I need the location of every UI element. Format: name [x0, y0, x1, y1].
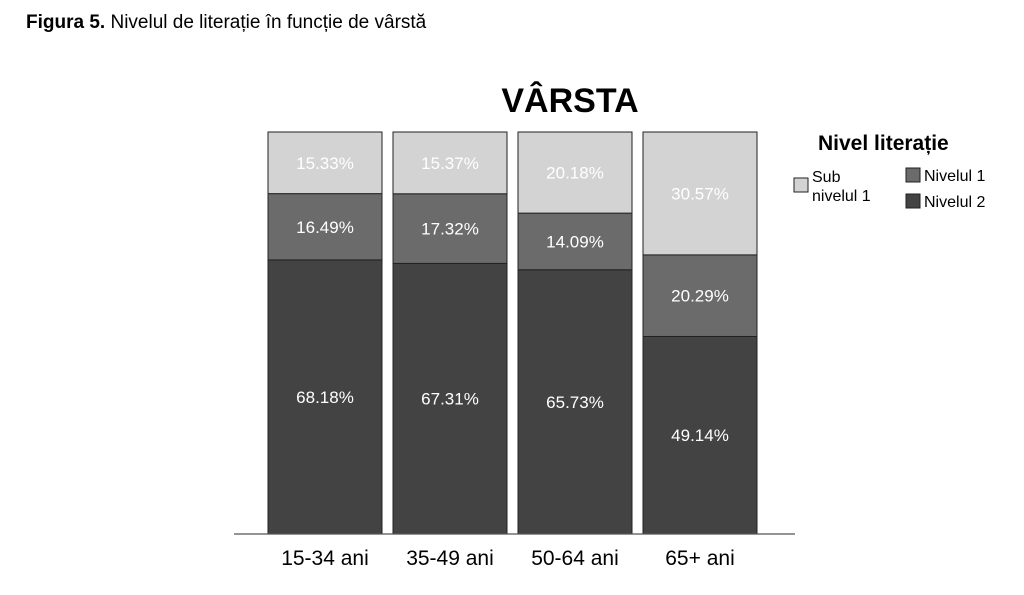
x-tick-label-1: 15-34 ani	[281, 547, 369, 570]
bar-segment-3-4	[642, 131, 758, 256]
bars-group: 68.18% 16.49% 15.33% 67.31% 17.32% 15.37% 65.7…	[267, 131, 758, 535]
legend-label-2: Nivelul 1	[924, 168, 985, 185]
bar-segment-3-2	[392, 131, 508, 195]
bar-segment-2-1	[267, 193, 383, 261]
data-label-2-3: 14.09%	[546, 232, 604, 251]
bar-segment-1-2	[392, 262, 508, 535]
chart-title: VÂRSTA	[501, 82, 638, 120]
figure-caption-text: Nivelul de literație în funcție de vârst…	[110, 12, 427, 33]
bar-segment-2-3	[517, 212, 633, 271]
category-labels: 15-34 ani 35-49 ani 50-64 ani 65+ ani	[281, 547, 735, 570]
figure-caption-number: Figura 5.	[26, 12, 106, 33]
x-tick-label-4: 65+ ani	[665, 547, 734, 570]
data-label-2-2: 17.32%	[421, 220, 479, 239]
data-label-2-1: 16.49%	[296, 218, 354, 237]
legend-swatch-2	[905, 167, 921, 183]
data-label-3-1: 15.33%	[296, 154, 354, 173]
x-tick-label-2: 35-49 ani	[406, 547, 494, 570]
data-label-1-3: 65.73%	[546, 393, 604, 412]
data-label-2-4: 20.29%	[671, 287, 729, 306]
legend-swatch-1	[793, 177, 809, 193]
legend: Nivel literație Sub nivelul 1 Nivelul 1 Niv…	[793, 132, 985, 211]
legend-label-1-line-2: nivelul 1	[812, 188, 871, 205]
legend-label-1-line-1: Sub	[812, 169, 841, 186]
data-label-3-3: 20.18%	[546, 164, 604, 183]
bar-segment-3-1	[267, 131, 383, 195]
data-label-1-2: 67.31%	[421, 390, 479, 409]
data-label-3-2: 15.37%	[421, 154, 479, 173]
legend-swatch-3	[905, 193, 921, 209]
data-label-3-4: 30.57%	[671, 184, 729, 203]
data-label-1-4: 49.14%	[671, 426, 729, 445]
legend-title: Nivel literație	[818, 132, 949, 155]
bar-segment-1-1	[267, 259, 383, 535]
legend-label-3: Nivelul 2	[924, 194, 985, 211]
bar-segment-1-4	[642, 335, 758, 535]
bar-segment-3-3	[517, 131, 633, 214]
data-label-1-1: 68.18%	[296, 388, 354, 407]
x-tick-label-3: 50-64 ani	[531, 547, 619, 570]
figure-caption: Figura 5. Nivelul de literație în funcți…	[26, 12, 426, 34]
bar-segment-1-3	[517, 269, 633, 535]
